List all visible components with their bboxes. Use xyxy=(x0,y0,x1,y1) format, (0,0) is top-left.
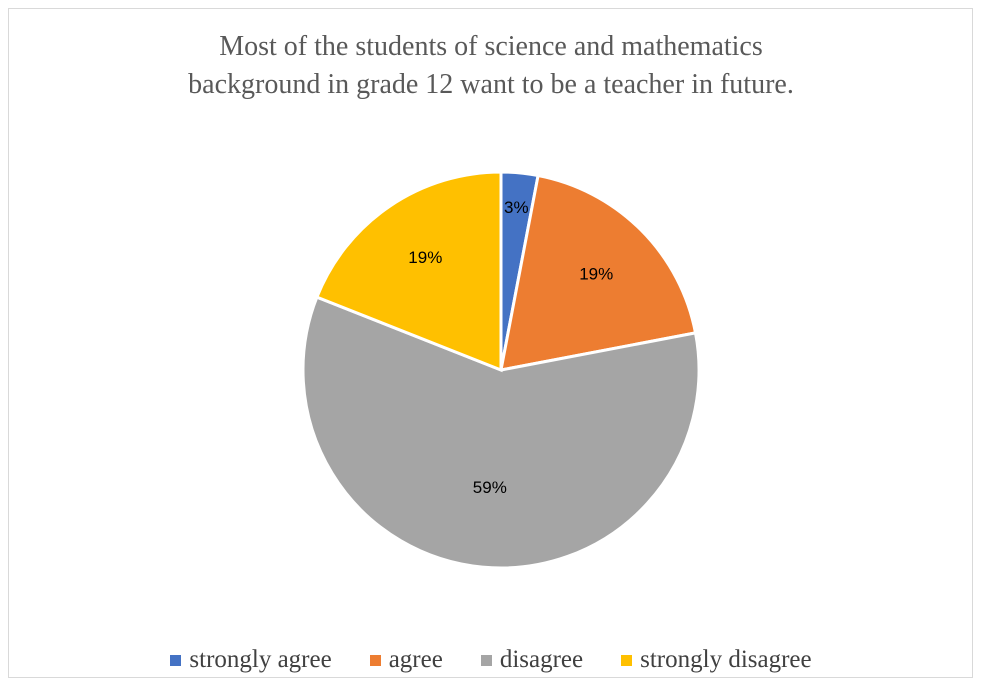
chart-title: Most of the students of science and math… xyxy=(0,28,982,104)
legend-label-disagree: disagree xyxy=(499,646,584,673)
chart-title-line-2: background in grade 12 want to be a teac… xyxy=(188,69,794,100)
pie-label-agree: 19% xyxy=(579,264,613,283)
pie-slice-disagree xyxy=(301,295,701,570)
legend-swatch-disagree xyxy=(480,654,492,666)
legend-item-disagree: disagree xyxy=(480,646,584,674)
pie-label-strongly-disagree: 19% xyxy=(408,248,442,267)
legend-item-strongly-agree: strongly agree xyxy=(170,646,332,674)
pie-slice-strongly-disagree xyxy=(314,170,503,373)
pie-label-strongly-agree: 3% xyxy=(504,198,529,217)
legend-label-strongly-agree: strongly agree xyxy=(189,646,332,673)
chart-title-line-1: Most of the students of science and math… xyxy=(219,31,763,62)
legend-label-strongly-disagree: strongly disagree xyxy=(640,646,812,673)
legend-swatch-strongly-agree xyxy=(170,654,182,666)
legend-swatch-strongly-disagree xyxy=(621,654,633,666)
legend-item-strongly-disagree: strongly disagree xyxy=(621,646,812,674)
chart-legend: strongly agree agree disagree strongly d… xyxy=(0,640,982,680)
legend-label-agree: agree xyxy=(388,646,443,673)
legend-item-agree: agree xyxy=(369,646,443,674)
pie-slice-agree xyxy=(499,173,698,372)
pie-label-disagree: 59% xyxy=(473,478,507,497)
legend-swatch-agree xyxy=(369,654,381,666)
